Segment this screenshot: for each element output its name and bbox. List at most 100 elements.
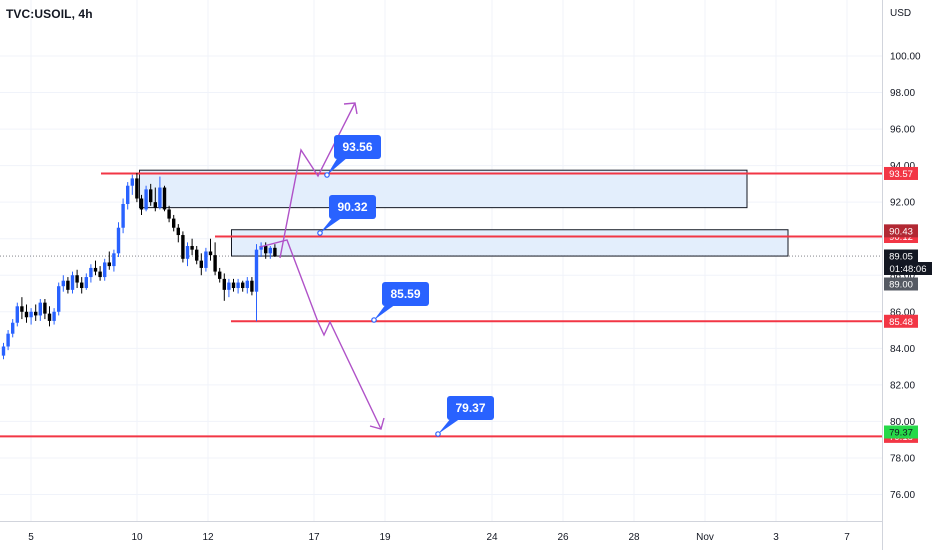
y-tick-label: 86.00 [890, 307, 915, 318]
candle-body [126, 185, 130, 204]
candle-body [195, 249, 199, 261]
candle-body [61, 280, 65, 287]
projection-arrow[interactable] [259, 239, 382, 430]
x-tick-label: 10 [131, 532, 143, 543]
candle-body [259, 246, 263, 250]
candle-body [172, 218, 176, 228]
candle-body [190, 246, 194, 250]
callout-box[interactable] [329, 195, 376, 219]
candle-body [231, 282, 236, 289]
candle-body [130, 178, 134, 186]
grid [0, 0, 882, 521]
candle-body [66, 280, 70, 290]
candle-body [47, 313, 52, 321]
candle-body [70, 275, 75, 290]
candle-body [208, 251, 213, 256]
x-tick-label: 28 [628, 532, 640, 543]
callout-box[interactable] [382, 282, 429, 306]
candle-body [268, 247, 272, 254]
candle-body [89, 267, 93, 278]
candle-body [227, 282, 231, 290]
callout-pointer [374, 304, 396, 320]
candle-body [144, 189, 148, 210]
candle-body [250, 280, 254, 292]
candle-body [98, 271, 102, 278]
callout-label: 93.56 [342, 140, 372, 154]
candle-body [218, 271, 222, 279]
price-tag-label: 85.48 [889, 317, 913, 328]
candle-body [135, 178, 139, 199]
candle-body [181, 235, 185, 259]
candle-body [80, 282, 84, 289]
candle-body [204, 251, 208, 268]
demand-supply-zone[interactable] [231, 229, 789, 257]
y-tick-label: 80.00 [890, 417, 915, 428]
candle-body [93, 267, 98, 272]
candle-body [167, 209, 171, 219]
candle-body [254, 249, 259, 292]
countdown-label: 01:48:06 [890, 264, 927, 275]
callout-pointer [320, 217, 343, 233]
y-tick-label: 78.00 [890, 453, 915, 464]
callout-pointer [327, 157, 348, 175]
price-tag-label: 79.37 [889, 428, 913, 439]
x-tick-label: 3 [773, 532, 779, 543]
candle-body [75, 275, 79, 283]
candle-body [176, 227, 180, 236]
candle-body [20, 306, 24, 312]
callout-box[interactable] [334, 135, 381, 159]
candle-body [273, 247, 277, 257]
arrow-head [343, 102, 358, 115]
y-tick-label: 98.00 [890, 88, 915, 99]
candle-body [241, 282, 245, 289]
price-tag [884, 249, 918, 263]
callout-anchor [317, 230, 323, 236]
x-tick-label: 19 [379, 532, 391, 543]
price-tag-label: 93.57 [889, 169, 913, 180]
candle-body [199, 260, 203, 268]
candle-body [116, 227, 121, 254]
horizontal-lines [0, 172, 882, 438]
candle-body [245, 280, 249, 289]
price-tag [884, 277, 918, 291]
x-tick-label: 12 [202, 532, 214, 543]
y-tick-label: 100.00 [890, 52, 921, 63]
candle-body [29, 311, 33, 318]
y-tick-label: 92.00 [890, 198, 915, 209]
y-tick-label: 94.00 [890, 161, 915, 172]
price-axis: USD 76.00 78.00 80.00 82.00 84.00 86.00 88.00 90… [882, 0, 932, 550]
x-tick-label: 24 [486, 532, 498, 543]
candle-body [38, 302, 42, 316]
candle-body [84, 277, 88, 289]
x-tick-label: 26 [557, 532, 569, 543]
candle-body [107, 262, 111, 267]
countdown-tag [884, 262, 932, 275]
callout-label: 85.59 [390, 287, 420, 301]
candle-body [222, 278, 226, 290]
candle-body [15, 306, 19, 323]
y-tick-label: 96.00 [890, 125, 915, 136]
price-tag-label: 90.43 [889, 226, 913, 237]
callout-anchor [324, 172, 330, 178]
price-tag [884, 425, 918, 439]
candle-body [236, 282, 240, 289]
demand-supply-zone[interactable] [139, 169, 748, 209]
callout-label: 79.37 [455, 401, 485, 415]
zones [139, 169, 789, 257]
candle-body [6, 333, 10, 347]
callout-label: 90.32 [337, 200, 367, 214]
price-tag-label: 89.05 [889, 252, 913, 263]
price-tag [884, 224, 918, 238]
candle-body [185, 246, 190, 259]
candle-body [264, 246, 268, 254]
y-tick-label: 82.00 [890, 380, 915, 391]
price-tag-label: 89.00 [889, 280, 913, 291]
candle-body [121, 203, 125, 228]
candle-body [43, 302, 47, 314]
callout-anchor [435, 431, 441, 437]
candle-body [139, 198, 144, 210]
callout-box[interactable] [447, 396, 494, 420]
candle-body [52, 311, 56, 321]
